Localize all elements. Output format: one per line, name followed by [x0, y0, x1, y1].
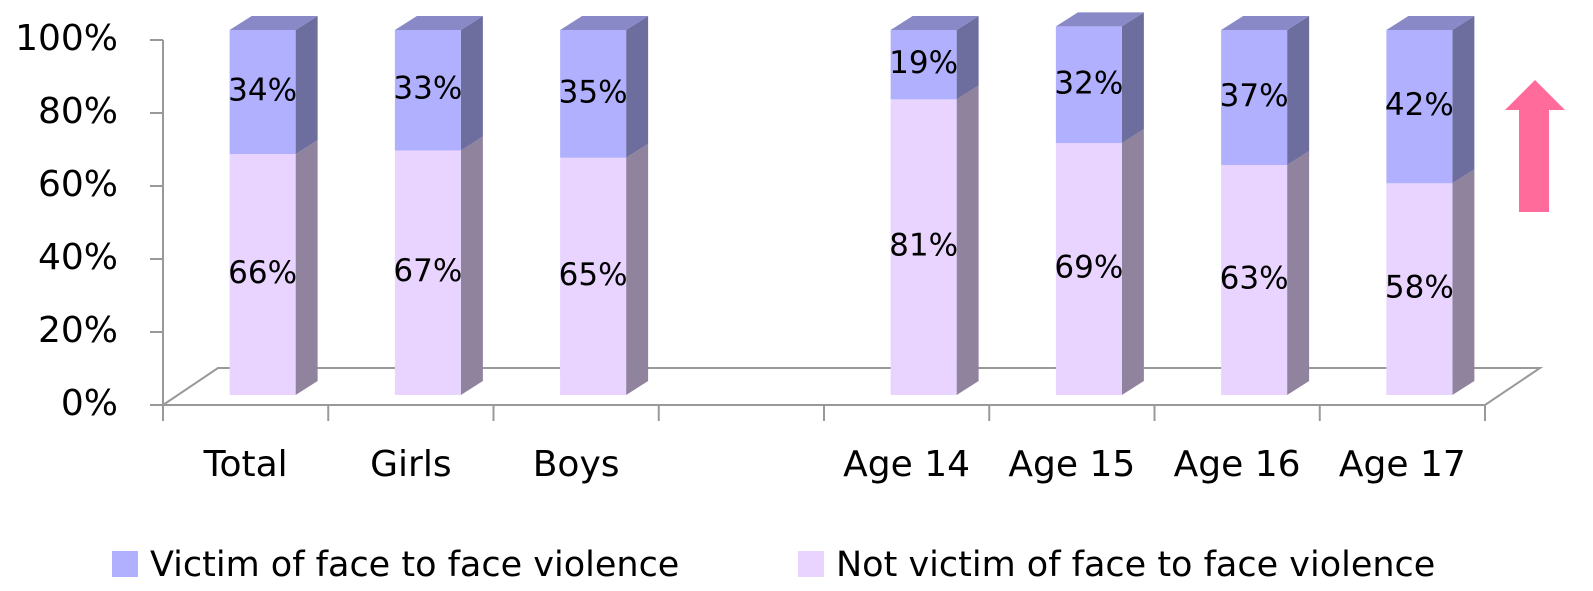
bar-segment	[229, 154, 296, 395]
y-tick-label: 100%	[15, 18, 118, 59]
x-tick-label: Boys	[533, 444, 620, 485]
bar-segment	[1221, 30, 1288, 166]
bar-top	[1055, 12, 1144, 27]
bar-segment	[1386, 183, 1453, 395]
bar-side	[1287, 16, 1310, 166]
data-label: 67%	[393, 253, 462, 289]
data-label: 32%	[1054, 65, 1123, 101]
data-label: 42%	[1385, 87, 1454, 123]
bar-segment	[394, 30, 461, 151]
bar-segment	[890, 99, 957, 395]
bar-segment	[1221, 165, 1288, 395]
data-label: 19%	[889, 45, 958, 81]
bar-side	[626, 143, 649, 395]
data-label: 58%	[1385, 270, 1454, 306]
data-label: 69%	[1054, 250, 1123, 286]
bar-top	[560, 16, 649, 30]
bar-segment	[1055, 26, 1122, 144]
bar-segment	[560, 30, 627, 158]
data-label: 35%	[559, 74, 628, 110]
y-tick-label: 80%	[38, 91, 118, 132]
bar-segment	[394, 150, 461, 395]
y-tick-label: 40%	[38, 237, 118, 278]
bar-top	[394, 16, 483, 30]
bar-segment	[229, 30, 296, 155]
bar-side	[1121, 12, 1144, 144]
x-tick-label: Age 16	[1174, 444, 1301, 485]
x-tick-label: Girls	[370, 444, 451, 485]
bar-side	[626, 16, 649, 158]
data-label: 63%	[1220, 261, 1289, 297]
legend-swatch	[798, 551, 824, 577]
bar-top	[1386, 16, 1475, 30]
x-tick-label: Total	[203, 444, 288, 485]
bar-segment	[560, 157, 627, 395]
legend-swatch	[112, 551, 138, 577]
bar-segment	[1055, 143, 1122, 395]
bar-segment	[1386, 30, 1453, 184]
legend-label: Not victim of face to face violence	[836, 545, 1435, 585]
legend-label: Victim of face to face violence	[150, 545, 679, 585]
x-tick-label: Age 14	[843, 444, 970, 485]
y-tick-label: 0%	[61, 383, 118, 424]
bar-side	[956, 85, 979, 395]
bar-top	[229, 16, 318, 30]
data-label: 34%	[228, 73, 297, 109]
data-label: 65%	[559, 257, 628, 293]
bar-top	[890, 16, 979, 30]
bar-side	[295, 140, 318, 395]
x-tick-label: Age 15	[1008, 444, 1135, 485]
bar-side	[460, 16, 483, 151]
bar-side	[1452, 169, 1475, 395]
bar-side	[956, 16, 979, 100]
x-tick-label: Age 17	[1339, 444, 1466, 485]
bar-segment	[890, 30, 957, 100]
data-label: 37%	[1220, 78, 1289, 114]
bar-side	[1452, 16, 1475, 184]
y-tick-label: 20%	[38, 310, 118, 351]
bar-top	[1221, 16, 1310, 30]
bar-side	[1287, 151, 1310, 395]
up-arrow	[1505, 80, 1565, 212]
bar-side	[460, 136, 483, 395]
y-tick-label: 60%	[38, 164, 118, 205]
data-label: 66%	[228, 255, 297, 291]
bar-side	[295, 16, 318, 155]
data-label: 33%	[393, 71, 462, 107]
floor	[159, 367, 1544, 406]
bar-side	[1121, 129, 1144, 395]
data-label: 81%	[889, 228, 958, 264]
